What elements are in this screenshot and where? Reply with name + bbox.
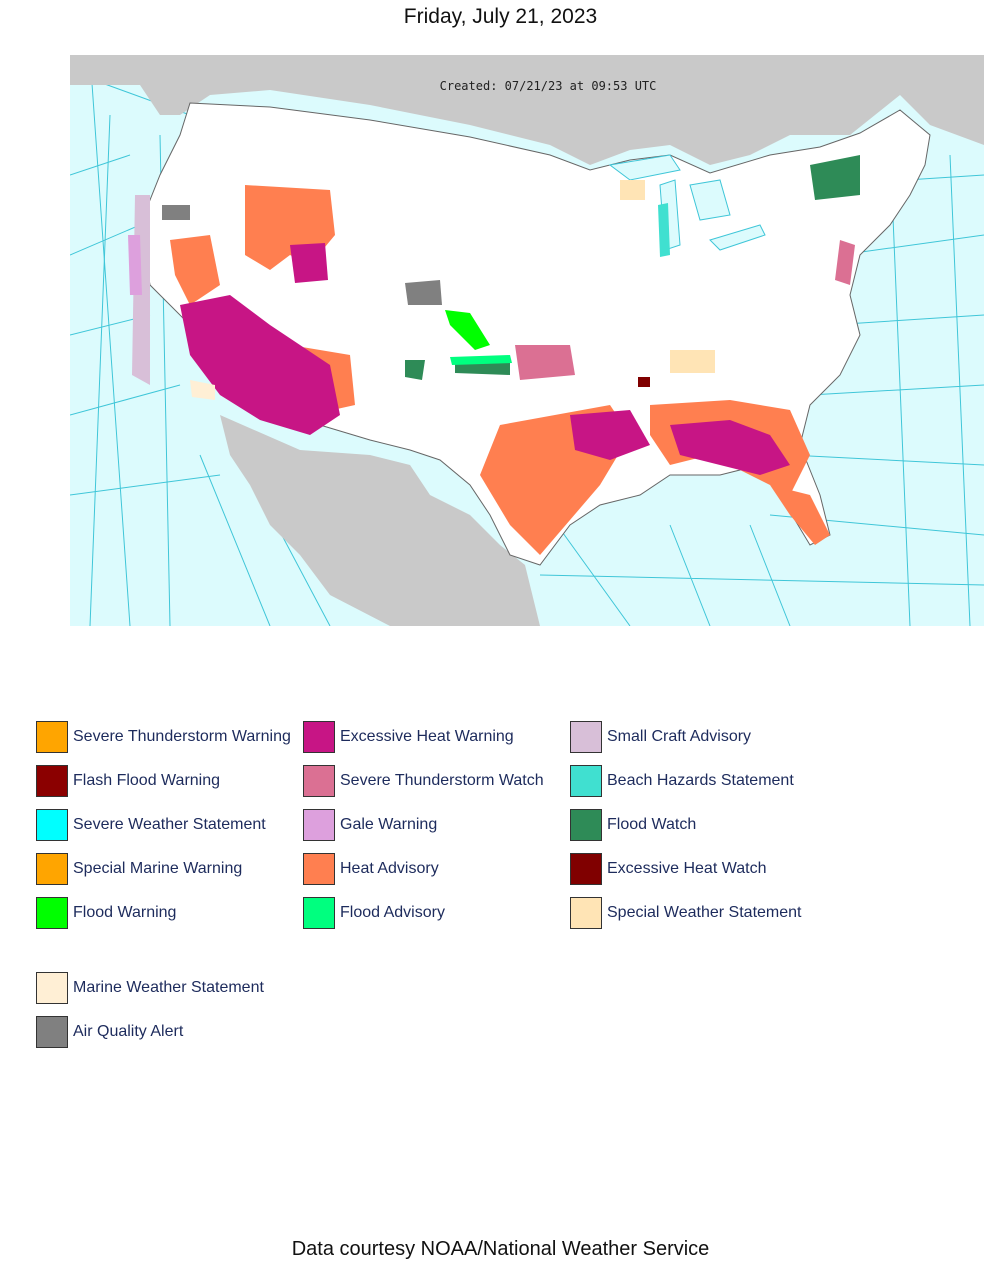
data-credit: Data courtesy NOAA/National Weather Serv…: [291, 1238, 710, 1260]
legend-label: Flash Flood Warning: [73, 772, 221, 789]
legend-item-small-craft-advisory: Small Craft Advisory: [570, 720, 751, 754]
legend-label: Marine Weather Statement: [73, 979, 264, 996]
legend-item-excessive-heat-warning: Excessive Heat Warning: [303, 720, 514, 754]
legend-label: Air Quality Alert: [73, 1023, 184, 1040]
legend-item-heat-advisory: Heat Advisory: [303, 852, 439, 886]
legend-swatch: [36, 897, 68, 929]
legend-item-severe-weather-statement: Severe Weather Statement: [36, 808, 266, 842]
map-svg: Created: 07/21/23 at 09:53 UTC: [70, 55, 984, 626]
alert-air-quality-wa: [162, 205, 190, 220]
legend-item-severe-thunderstorm-warning: Severe Thunderstorm Warning: [36, 720, 291, 754]
legend-label: Heat Advisory: [340, 860, 439, 877]
alert-marine-weather-statement: [190, 380, 215, 400]
legend-item-flood-watch: Flood Watch: [570, 808, 696, 842]
mexico-land: [220, 415, 540, 626]
legend-swatch: [303, 853, 335, 885]
legend-swatch: [303, 721, 335, 753]
legend-item-flood-warning: Flood Warning: [36, 896, 176, 930]
legend-label: Special Marine Warning: [73, 860, 243, 877]
alert-special-weather-statement-wi: [620, 180, 645, 200]
legend-label: Excessive Heat Watch: [607, 860, 767, 877]
alert-flood-watch-vermont: [810, 155, 860, 200]
legend-label: Small Craft Advisory: [607, 728, 752, 745]
legend-swatch: [570, 721, 602, 753]
alert-areas: [128, 155, 860, 555]
lake-erie: [709, 224, 766, 251]
legend-label: Severe Thunderstorm Watch: [340, 772, 544, 789]
alert-special-weather-statement-ky: [670, 350, 715, 373]
alert-flash-flood-warning: [638, 377, 650, 387]
legend-item-flood-advisory: Flood Advisory: [303, 896, 445, 930]
alert-heat-advisory-nevada: [170, 235, 220, 305]
legend-swatch: [36, 809, 68, 841]
legend-label: Severe Weather Statement: [73, 816, 266, 833]
legend-label: Severe Thunderstorm Warning: [73, 728, 291, 745]
legend-item-severe-thunderstorm-watch: Severe Thunderstorm Watch: [303, 764, 544, 798]
legend-item-air-quality-alert: Air Quality Alert: [36, 1015, 183, 1049]
lake-huron: [689, 179, 731, 221]
page-title: Friday, July 21, 2023: [403, 5, 598, 28]
legend-label: Special Weather Statement: [607, 904, 802, 921]
alert-excessive-heat-warning-utah: [290, 243, 328, 283]
legend-item-marine-weather-statement: Marine Weather Statement: [36, 971, 264, 1005]
legend-label: Flood Advisory: [340, 904, 445, 921]
legend-swatch: [570, 897, 602, 929]
legend-swatch: [570, 853, 602, 885]
legend-label: Excessive Heat Warning: [340, 728, 514, 745]
legend-swatch: [303, 765, 335, 797]
alert-flood-watch-nm: [405, 360, 425, 380]
legend-item-special-marine-warning: Special Marine Warning: [36, 852, 242, 886]
legend-label: Flood Warning: [73, 904, 177, 921]
weather-alerts-map[interactable]: Created: 07/21/23 at 09:53 UTC: [70, 55, 984, 626]
alert-beach-hazards-statement: [658, 203, 670, 257]
legend-swatch: [570, 765, 602, 797]
alert-excessive-heat-warning-ga: [670, 420, 790, 475]
legend-item-beach-hazards-statement: Beach Hazards Statement: [570, 764, 794, 798]
legend-swatch: [303, 809, 335, 841]
alert-severe-thunderstorm-watch-ks: [515, 345, 575, 380]
legend-item-flash-flood-warning: Flash Flood Warning: [36, 764, 220, 798]
alert-severe-thunderstorm-watch-nj: [835, 240, 855, 285]
alert-gale-warning: [128, 235, 142, 295]
lake-superior: [608, 154, 681, 181]
legend-item-special-weather-statement: Special Weather Statement: [570, 896, 801, 930]
legend-label: Beach Hazards Statement: [607, 772, 794, 789]
canada-land: [70, 55, 984, 165]
legend-swatch: [36, 721, 68, 753]
map-created-timestamp: Created: 07/21/23 at 09:53 UTC: [440, 79, 657, 93]
alert-air-quality-co: [405, 280, 442, 305]
legend-label: Flood Watch: [607, 816, 697, 833]
legend-item-excessive-heat-watch: Excessive Heat Watch: [570, 852, 766, 886]
alert-heat-advisory-florida: [770, 485, 830, 545]
alert-excessive-heat-warning-southwest: [180, 295, 340, 435]
alert-excessive-heat-warning-ms: [570, 410, 650, 460]
legend-swatch: [36, 853, 68, 885]
legend-swatch: [36, 1016, 68, 1048]
legend-swatch: [36, 972, 68, 1004]
legend-label: Gale Warning: [340, 816, 438, 833]
alert-flood-warning-co: [445, 310, 490, 350]
legend-swatch: [303, 897, 335, 929]
legend-swatch: [36, 765, 68, 797]
alert-flood-advisory: [450, 355, 512, 365]
legend-item-gale-warning: Gale Warning: [303, 808, 437, 842]
legend-swatch: [570, 809, 602, 841]
